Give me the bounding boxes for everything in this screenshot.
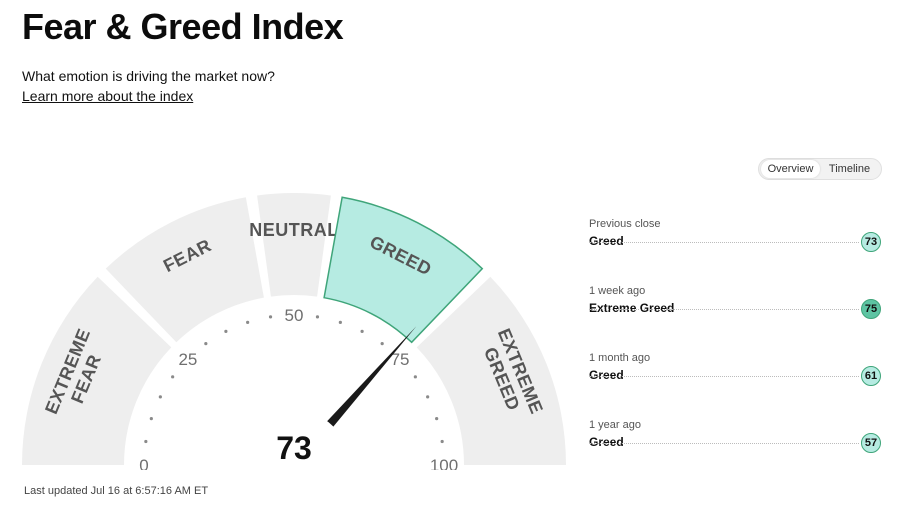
gauge-dot <box>360 329 364 333</box>
gauge-dot <box>435 417 439 421</box>
tick-label-25: 25 <box>178 350 197 369</box>
history-value-badge: 61 <box>861 366 881 386</box>
leader-line <box>589 443 859 444</box>
tick-label-0: 0 <box>139 456 148 470</box>
history-value-badge: 75 <box>861 299 881 319</box>
gauge-dot <box>171 375 175 379</box>
gauge-dot <box>380 342 384 346</box>
gauge-needle-group <box>308 326 417 448</box>
tick-label-75: 75 <box>391 350 410 369</box>
history-rating: Greed <box>589 234 624 248</box>
gauge-dots <box>144 315 444 444</box>
history-item-1-month-ago: 1 month ago Greed 61 <box>589 352 883 419</box>
leader-line <box>589 309 859 310</box>
fear-greed-gauge: EXTREMEFEARFEARNEUTRALGREEDEXTREMEGREED … <box>22 193 566 470</box>
history-rating: Greed <box>589 435 624 449</box>
history-item-1-year-ago: 1 year ago Greed 57 <box>589 419 883 486</box>
history-item-1-week-ago: 1 week ago Extreme Greed 75 <box>589 285 883 352</box>
gauge-dot <box>149 417 153 421</box>
gauge-dot <box>440 439 444 444</box>
tick-label-50: 50 <box>285 306 304 325</box>
gauge-needle <box>308 326 417 448</box>
last-updated: Last updated Jul 16 at 6:57:16 AM ET <box>24 485 209 497</box>
history-value-badge: 57 <box>861 433 881 453</box>
segment-extreme-greed <box>416 276 566 465</box>
history-period: 1 week ago <box>589 285 646 297</box>
gauge-dot <box>338 320 342 324</box>
tick-label-100: 100 <box>430 456 458 470</box>
history-period: 1 month ago <box>589 352 651 364</box>
segment-extreme-fear <box>22 276 172 465</box>
history-period: 1 year ago <box>589 419 641 431</box>
history-rating: Extreme Greed <box>589 301 675 315</box>
gauge-tick-labels: 0 25 50 75 100 <box>139 306 458 470</box>
gauge-dot <box>246 320 250 324</box>
leader-line <box>589 242 859 243</box>
overview-tab[interactable]: Overview <box>761 160 820 178</box>
page-title: Fear & Greed Index <box>22 6 344 47</box>
timeline-tab[interactable]: Timeline <box>828 163 871 175</box>
history-item-previous-close: Previous close Greed 73 <box>589 218 883 285</box>
gauge-dot <box>413 375 417 379</box>
gauge-dot <box>144 439 148 444</box>
score-value: 73 <box>276 430 312 466</box>
view-toggle: Overview Timeline <box>758 158 882 180</box>
segment-greed <box>323 196 484 344</box>
history-value-badge: 73 <box>861 232 881 252</box>
segment-neutral <box>257 193 331 297</box>
history-period: Previous close <box>589 218 661 230</box>
gauge-dot <box>268 315 273 319</box>
leader-line <box>589 376 859 377</box>
segment-fear <box>105 197 264 343</box>
history-list: Previous close Greed 73 1 week ago Extre… <box>589 218 883 486</box>
gauge-dot <box>224 329 228 333</box>
segment-label-neutral: NEUTRAL <box>249 220 339 240</box>
gauge-dot <box>158 395 162 399</box>
gauge-dot <box>426 395 430 399</box>
learn-more-link[interactable]: Learn more about the index <box>22 88 194 104</box>
gauge-dot <box>204 342 208 346</box>
score-circle <box>239 410 349 470</box>
history-rating: Greed <box>589 368 624 382</box>
gauge-dot <box>315 315 320 319</box>
page-subtitle: What emotion is driving the market now? <box>22 68 275 84</box>
